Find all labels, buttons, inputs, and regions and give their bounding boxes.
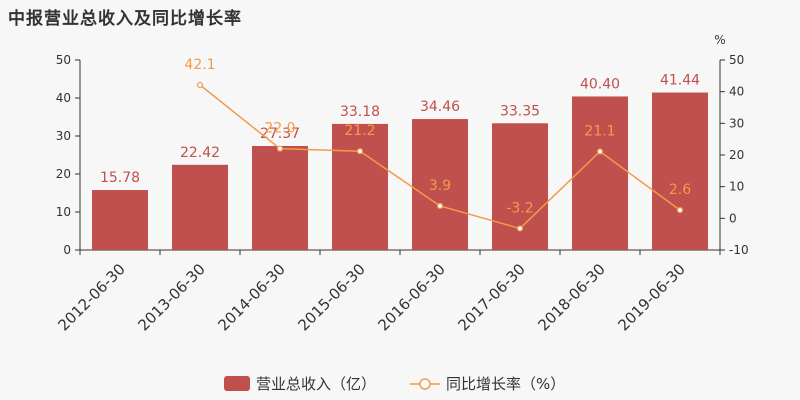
revenue-bar-label: 41.44 — [660, 73, 700, 89]
growth-rate-label: 21.1 — [584, 124, 615, 140]
right-y-tick-label: -10 — [729, 243, 749, 257]
growth-rate-point — [196, 81, 204, 89]
x-tick-label: 2012-06-30 — [54, 260, 128, 334]
growth-rate-label: 2.6 — [669, 182, 691, 198]
x-tick-label: 2018-06-30 — [534, 260, 608, 334]
growth-rate-point — [436, 202, 444, 210]
x-tick-label: 2017-06-30 — [454, 260, 528, 334]
right-y-tick-label: 20 — [729, 148, 744, 162]
revenue-bar — [572, 96, 628, 250]
revenue-bar — [172, 164, 228, 250]
growth-rate-point — [516, 225, 524, 232]
growth-rate-label: -3.2 — [506, 200, 533, 216]
revenue-bar — [92, 190, 148, 250]
left-y-tick-label: 0 — [63, 243, 71, 257]
revenue-bar-label: 33.35 — [500, 103, 540, 119]
revenue-bar — [332, 123, 388, 250]
legend-revenue-swatch — [224, 376, 250, 391]
growth-rate-point — [276, 145, 284, 152]
left-y-tick-label: 20 — [56, 167, 71, 181]
left-y-tick-label: 30 — [56, 129, 71, 143]
revenue-bar — [652, 92, 708, 250]
revenue-bar-label: 34.46 — [420, 99, 460, 115]
right-y-unit: % — [714, 33, 725, 47]
growth-rate-point — [596, 148, 604, 155]
revenue-bar — [252, 145, 308, 250]
revenue-bar-label: 15.78 — [100, 170, 140, 186]
x-tick-label: 2014-06-30 — [214, 260, 288, 334]
right-y-tick-label: 30 — [729, 116, 744, 130]
left-y-tick-label: 40 — [56, 91, 71, 105]
left-y-tick-label: 10 — [56, 205, 71, 219]
x-tick-label: 2013-06-30 — [134, 260, 208, 334]
revenue-bar-label: 22.42 — [180, 145, 220, 161]
legend-growth-label: 同比增长率（%） — [446, 375, 565, 393]
left-y-tick-label: 50 — [56, 53, 71, 67]
right-y-tick-label: 40 — [729, 85, 744, 99]
growth-rate-label: 22.0 — [264, 121, 295, 137]
chart-title: 中报营业总收入及同比增长率 — [8, 9, 242, 29]
x-tick-label: 2015-06-30 — [294, 260, 368, 334]
right-y-tick-label: 50 — [729, 53, 744, 67]
growth-rate-label: 42.1 — [184, 57, 215, 73]
right-y-tick-label: 0 — [729, 211, 737, 225]
x-tick-label: 2019-06-30 — [614, 260, 688, 334]
legend-growth-swatch-marker — [419, 378, 431, 390]
revenue-bar-label: 33.18 — [340, 104, 380, 120]
revenue-bar-label: 27.37 — [260, 126, 300, 142]
growth-rate-point — [356, 148, 364, 155]
revenue-bar-label: 40.40 — [580, 76, 620, 92]
growth-rate-point — [676, 207, 684, 214]
growth-rate-label: 3.9 — [429, 178, 451, 194]
revenue-bar — [412, 119, 468, 250]
right-y-tick-label: 10 — [729, 180, 744, 194]
growth-rate-label: 21.2 — [344, 123, 375, 139]
legend-revenue-label: 营业总收入（亿） — [256, 375, 376, 393]
x-tick-label: 2016-06-30 — [374, 260, 448, 334]
